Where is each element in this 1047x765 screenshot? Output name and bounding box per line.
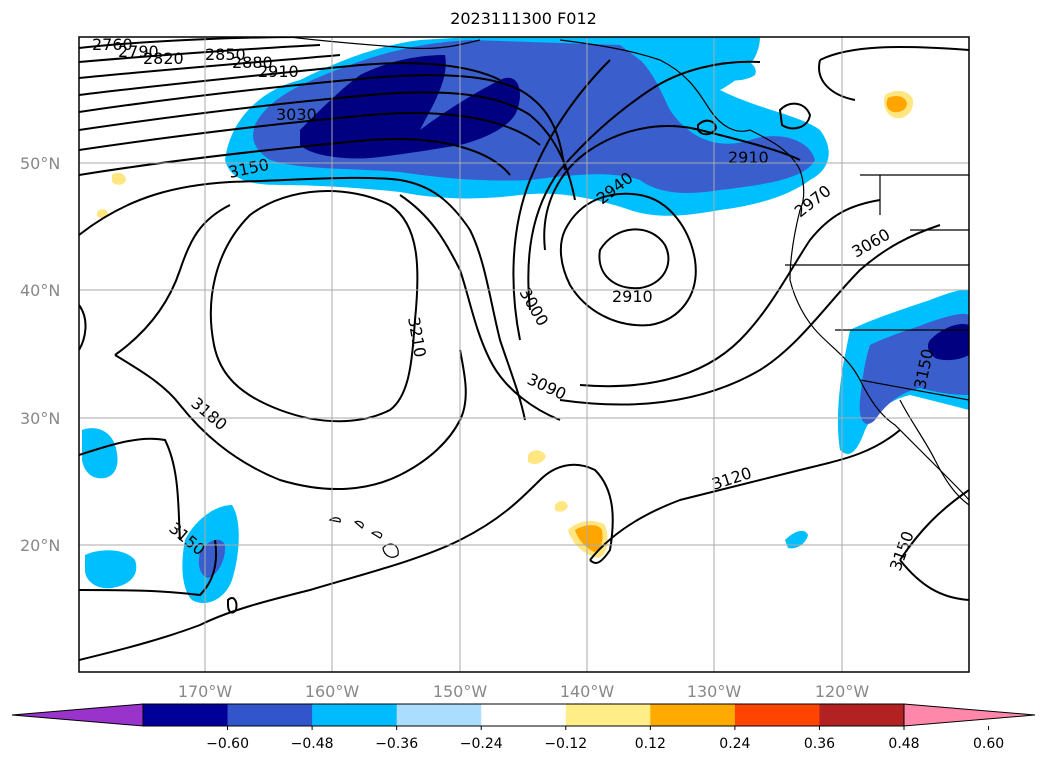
contour-line bbox=[79, 437, 181, 541]
contour-label: 2820 bbox=[143, 49, 184, 68]
contour-line bbox=[79, 112, 541, 151]
contour-label: 2910 bbox=[728, 148, 769, 167]
colorbar-bin bbox=[565, 704, 651, 726]
contour-line bbox=[79, 463, 614, 661]
lat-label: 50°N bbox=[20, 154, 60, 173]
lat-labels: 50°N 40°N 30°N 20°N bbox=[20, 154, 60, 555]
colorbar-tick-label: −0.12 bbox=[544, 736, 587, 752]
lon-label: 120°W bbox=[815, 682, 870, 701]
contour-line bbox=[79, 138, 511, 176]
contour-line bbox=[79, 62, 501, 96]
island-hawaii-3 bbox=[370, 531, 383, 539]
contour-line bbox=[79, 539, 218, 597]
colorbar-tick-label: 0.60 bbox=[973, 736, 1004, 752]
contour-label: 3030 bbox=[276, 105, 317, 124]
coastline-baja bbox=[899, 399, 969, 506]
pos-anomaly-west-1 bbox=[112, 172, 126, 185]
contour-label: 2880 bbox=[232, 53, 273, 72]
colorbar-bin bbox=[734, 704, 820, 726]
coastlines bbox=[289, 37, 969, 558]
contour-line bbox=[512, 59, 611, 341]
contour-label: 2910 bbox=[612, 287, 653, 306]
contour-line bbox=[527, 60, 761, 311]
state-border-2 bbox=[835, 329, 969, 401]
contour-line bbox=[79, 304, 87, 351]
lat-label: 40°N bbox=[20, 281, 60, 300]
contour-line bbox=[79, 74, 566, 171]
contour-line bbox=[399, 194, 561, 421]
contour-label: 2760 bbox=[92, 35, 133, 54]
colorbar-bin bbox=[650, 704, 736, 726]
colorbar: −0.60 −0.48 −0.36 −0.24 −0.12 0.12 0.24 0.36 0.4… bbox=[11, 703, 1036, 752]
contour-label: 2790 bbox=[118, 42, 159, 61]
contour-line bbox=[579, 199, 881, 388]
neg-anomaly-alaska-light bbox=[620, 45, 756, 81]
contour-line bbox=[697, 119, 718, 136]
colorbar-tick-label: −0.36 bbox=[375, 736, 418, 752]
contour-line bbox=[543, 125, 801, 251]
lon-label: 140°W bbox=[560, 682, 615, 701]
colorbar-frame bbox=[142, 703, 905, 727]
colorbar-tick-label: −0.24 bbox=[460, 736, 503, 752]
height-contours bbox=[79, 37, 969, 661]
pos-anomaly-canada-orange bbox=[886, 95, 907, 113]
contour-line bbox=[598, 228, 670, 290]
contour-line bbox=[559, 192, 697, 327]
lat-label: 20°N bbox=[20, 536, 60, 555]
pos-anomaly-central-1 bbox=[528, 450, 546, 464]
contour-line bbox=[778, 102, 812, 130]
neg-anomaly-california-dark bbox=[927, 323, 969, 361]
contour-label: 2910 bbox=[258, 62, 299, 81]
island-hawaii-2 bbox=[353, 520, 364, 529]
colorbar-bin bbox=[143, 704, 229, 726]
contour-line bbox=[899, 559, 969, 601]
neg-anomaly-north-dark bbox=[300, 55, 520, 159]
contour-line bbox=[227, 597, 238, 614]
contour-line bbox=[899, 489, 969, 561]
colorbar-bin bbox=[312, 704, 398, 726]
lon-label: 170°W bbox=[178, 682, 233, 701]
state-border-1 bbox=[785, 174, 969, 266]
contour-line bbox=[209, 190, 419, 423]
colorbar-bin bbox=[481, 704, 567, 726]
colorbar-bin bbox=[227, 704, 313, 726]
contour-line bbox=[559, 224, 941, 406]
colorbar-bin bbox=[396, 704, 482, 726]
colorbar-tick-label: 0.48 bbox=[888, 736, 919, 752]
lon-label: 160°W bbox=[305, 682, 360, 701]
colorbar-tick-label: −0.60 bbox=[206, 736, 249, 752]
map-title: 2023111300 F012 bbox=[450, 9, 597, 28]
colorbar-bin bbox=[819, 704, 905, 726]
colorbar-extend-low bbox=[11, 703, 144, 727]
contour-line bbox=[79, 54, 341, 79]
lon-label: 150°W bbox=[433, 682, 488, 701]
colorbar-tick-label: −0.48 bbox=[291, 736, 334, 752]
plot-frame bbox=[78, 36, 970, 673]
lon-label: 130°W bbox=[687, 682, 742, 701]
neg-anomaly-west-1 bbox=[82, 428, 118, 479]
contour-line bbox=[79, 44, 321, 63]
gridlines bbox=[79, 37, 969, 672]
contour-line bbox=[819, 46, 969, 61]
neg-anomaly-small-east bbox=[785, 530, 808, 549]
pos-anomaly-central-2 bbox=[555, 500, 568, 512]
island-hawaii-4 bbox=[382, 543, 399, 558]
contour-label: 2850 bbox=[205, 45, 246, 64]
contour-line bbox=[79, 176, 526, 421]
colorbar-extend-high bbox=[903, 703, 1036, 727]
contour-line bbox=[114, 204, 231, 356]
lon-labels: 170°W 160°W 150°W 140°W 130°W 120°W bbox=[178, 682, 870, 701]
lat-label: 30°N bbox=[20, 409, 60, 428]
contour-line bbox=[818, 59, 856, 101]
contour-line bbox=[589, 429, 901, 561]
contour-line bbox=[79, 91, 576, 201]
colorbar-tick-label: 0.24 bbox=[719, 736, 750, 752]
colorbar-tick-label: 0.36 bbox=[804, 736, 835, 752]
neg-anomaly-west-2 bbox=[85, 550, 137, 589]
colorbar-tick-label: 0.12 bbox=[635, 736, 666, 752]
